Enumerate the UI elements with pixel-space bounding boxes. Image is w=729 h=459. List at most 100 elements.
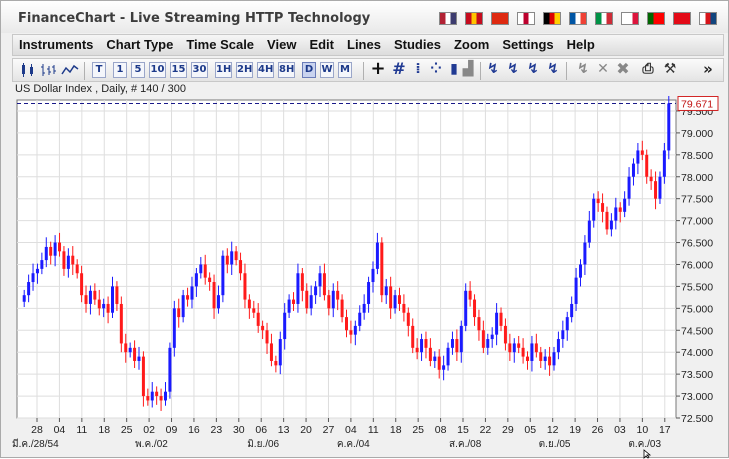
candle-body: [212, 282, 216, 309]
candle-body: [623, 198, 627, 212]
x-tick-label: 12: [547, 424, 559, 436]
candle-body: [119, 303, 123, 344]
candle-body: [450, 339, 454, 348]
candle-body: [654, 181, 658, 199]
portugal-flag-icon[interactable]: [647, 12, 665, 25]
germany-flag-icon[interactable]: [543, 12, 561, 25]
period-30[interactable]: 30: [191, 62, 208, 78]
period-d[interactable]: D: [302, 62, 316, 78]
menu-lines[interactable]: Lines: [347, 37, 381, 52]
delete-line-icon[interactable]: ↯: [577, 61, 589, 77]
menu-time-scale[interactable]: Time Scale: [186, 37, 255, 52]
candle-body: [618, 207, 622, 212]
period-m[interactable]: M: [338, 62, 352, 78]
histogram-icon[interactable]: ▟: [462, 61, 474, 77]
candle-body: [442, 365, 446, 370]
channel-icon[interactable]: ↯: [507, 61, 519, 77]
candle-body: [345, 317, 348, 331]
candle-body: [62, 251, 66, 269]
france-flag-icon[interactable]: [569, 12, 587, 25]
line-chart-icon[interactable]: [61, 62, 79, 78]
period-15[interactable]: 15: [170, 62, 187, 78]
candle-body: [367, 282, 371, 304]
x-tick-label: 18: [390, 424, 402, 436]
czech-flag-icon[interactable]: [699, 12, 717, 25]
candle-body: [601, 203, 605, 212]
menu-view[interactable]: View: [267, 37, 297, 52]
settings-icon[interactable]: ⚒: [663, 61, 677, 77]
scatter-icon[interactable]: ⁘: [430, 61, 442, 77]
candle-body: [40, 260, 44, 269]
grid-icon[interactable]: #: [392, 59, 406, 78]
poland-flag-icon[interactable]: [621, 12, 639, 25]
y-tick-label: 75.000: [681, 303, 713, 315]
menu-edit[interactable]: Edit: [309, 37, 334, 52]
candlestick-chart-icon[interactable]: [19, 62, 37, 78]
candle-body: [570, 303, 574, 318]
candle-body: [168, 347, 172, 392]
candle-body: [402, 303, 406, 313]
period-1[interactable]: 1: [113, 62, 127, 78]
candle-body: [58, 242, 62, 252]
china-flag-icon[interactable]: [491, 12, 509, 25]
x-tick-label: 29: [502, 424, 514, 436]
period-8h[interactable]: 8H: [278, 62, 295, 78]
menu-instruments[interactable]: Instruments: [19, 37, 94, 52]
candle-body: [177, 308, 181, 318]
price-chart[interactable]: 79.50079.00078.50078.00077.50077.00076.5…: [12, 96, 724, 449]
period-w[interactable]: W: [320, 62, 334, 78]
candle-body: [314, 286, 318, 296]
period-4h[interactable]: 4H: [257, 62, 274, 78]
candle-body: [106, 303, 110, 313]
candle-body: [627, 176, 631, 199]
candle-body: [22, 295, 26, 302]
x-tick-label: 04: [345, 424, 357, 436]
x-tick-label: 08: [435, 424, 447, 436]
menu-zoom[interactable]: Zoom: [453, 37, 490, 52]
y-tick-label: 79.000: [681, 128, 713, 140]
period-5[interactable]: 5: [131, 62, 145, 78]
y-tick-label: 72.500: [681, 413, 713, 425]
print-icon[interactable]: ⎙: [642, 61, 654, 77]
more-button[interactable]: »: [703, 60, 713, 78]
x-tick-label: 28: [31, 424, 43, 436]
menu-chart-type[interactable]: Chart Type: [106, 37, 174, 52]
delete-all-icon[interactable]: ✖: [616, 59, 630, 78]
candle-body: [556, 339, 560, 353]
italy-flag-icon[interactable]: [595, 12, 613, 25]
candle-body: [420, 339, 424, 353]
x-tick-label: 15: [457, 424, 469, 436]
us-flag-icon[interactable]: [439, 12, 457, 25]
period-t[interactable]: T: [92, 62, 106, 78]
x-tick-label: 09: [166, 424, 178, 436]
candle-body: [503, 325, 507, 344]
ohlc-chart-icon[interactable]: [40, 62, 58, 78]
turkey-flag-icon[interactable]: [673, 12, 691, 25]
japan-flag-icon[interactable]: [517, 12, 535, 25]
candle-body: [296, 273, 300, 304]
x-tick-label: 18: [98, 424, 110, 436]
candle-body: [269, 343, 273, 361]
menu-help[interactable]: Help: [566, 37, 595, 52]
candle-body: [596, 198, 600, 204]
period-2h[interactable]: 2H: [236, 62, 253, 78]
volume-icon[interactable]: ▮: [450, 61, 458, 77]
candle-body: [539, 352, 543, 361]
candle-body: [340, 299, 344, 318]
spain-flag-icon[interactable]: [465, 12, 483, 25]
candle-body: [548, 356, 552, 366]
menu-studies[interactable]: Studies: [393, 37, 441, 52]
menu-settings[interactable]: Settings: [502, 37, 554, 52]
candle-body: [649, 176, 653, 182]
crosshair-icon[interactable]: +: [370, 58, 386, 79]
fibonacci-icon[interactable]: ↯: [527, 61, 539, 77]
period-1h[interactable]: 1H: [215, 62, 232, 78]
candle-body: [521, 347, 525, 357]
candle-body: [389, 286, 393, 309]
close-icon[interactable]: ✕: [597, 61, 609, 77]
trendline-icon[interactable]: ↯: [487, 61, 499, 77]
candle-body: [159, 396, 163, 401]
gann-icon[interactable]: ↯: [547, 61, 559, 77]
period-10[interactable]: 10: [149, 62, 166, 78]
marker-icon[interactable]: ⁞: [415, 61, 421, 77]
